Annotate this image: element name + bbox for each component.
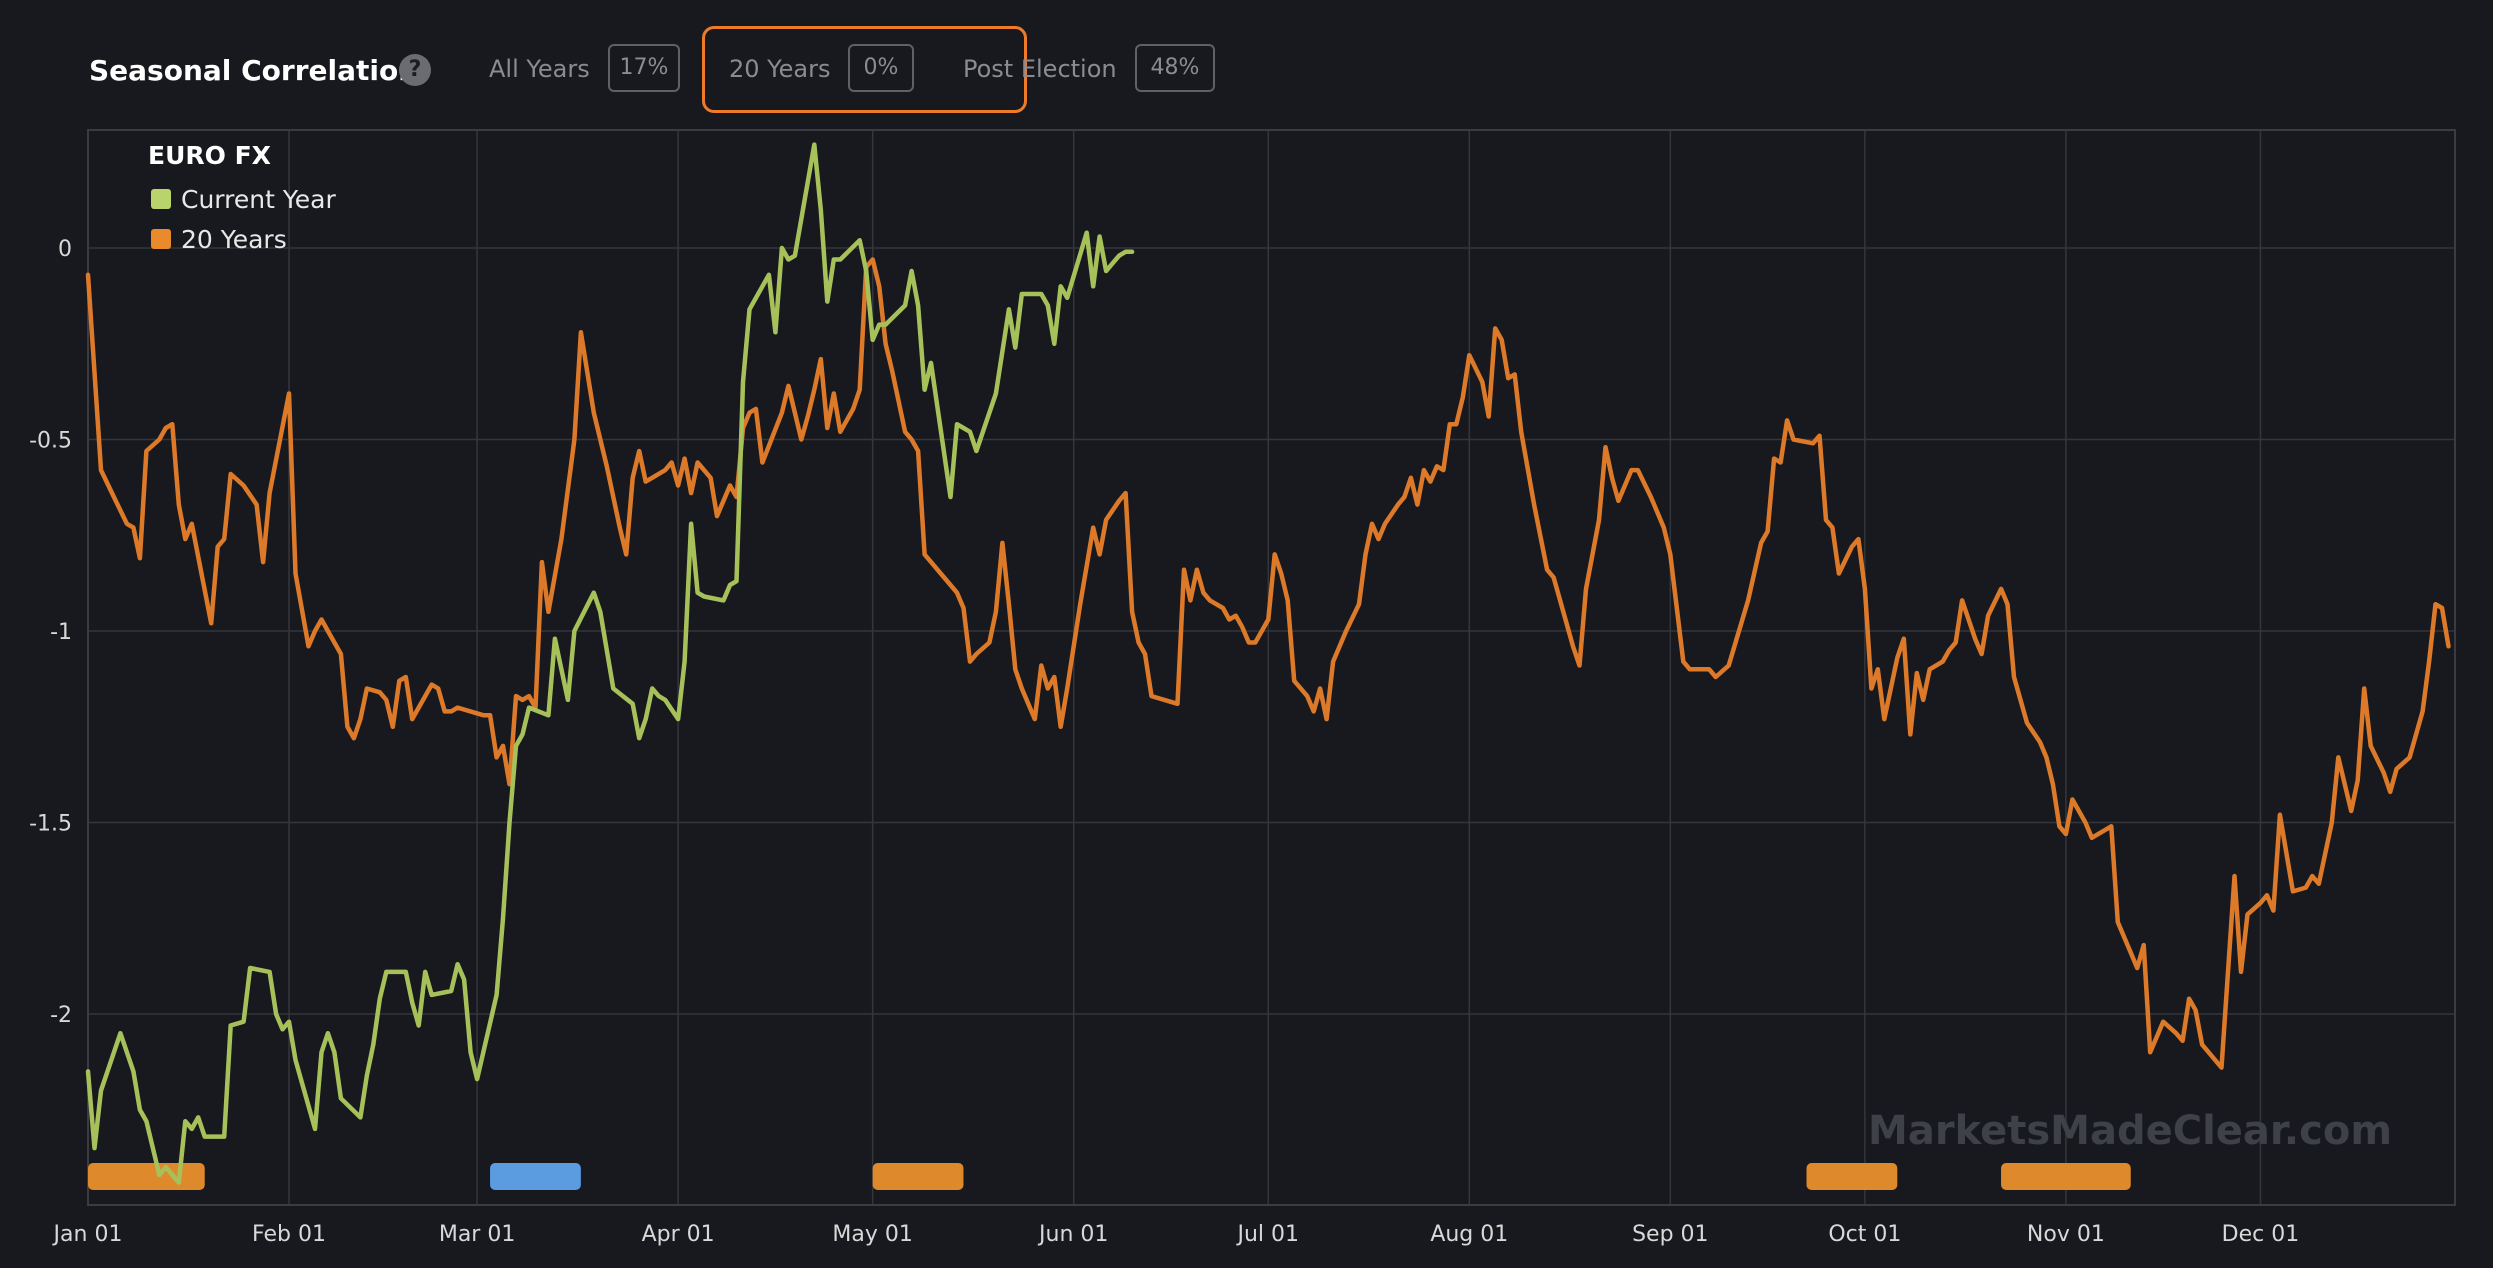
x-tick-label: Oct 01 [1828,1222,1901,1247]
seasonal-band [1806,1163,1898,1190]
y-tick-label: -1.5 [29,812,72,837]
series-line-20-years [85,257,2451,1070]
seasonal-band [88,1163,205,1190]
y-tick-label: -2 [50,1003,72,1028]
seasonal-band [2001,1163,2131,1190]
x-tick-label: Sep 01 [1632,1222,1708,1247]
x-tick-label: Jul 01 [1235,1222,1299,1247]
y-tick-label: -0.5 [29,429,72,454]
legend-swatch [151,189,171,209]
grid-lines [87,130,2455,1205]
x-tick-label: Dec 01 [2222,1222,2300,1247]
x-axis: Jan 01 Feb 01 Mar 01 Apr 01 May 01 Jun 01 Jul … [52,1222,2300,1247]
help-icon[interactable]: ? [399,54,431,86]
x-tick-label: Aug 01 [1430,1222,1508,1247]
y-axis: 0 -0.5 -1 -1.5 -2 [29,237,72,1028]
x-tick-label: May 01 [832,1222,912,1247]
x-tick-label: Jan 01 [52,1222,123,1247]
y-tick-label: -1 [50,620,72,645]
option-post-election-badge[interactable]: 48% [1135,44,1215,92]
legend-item-label[interactable]: 20 Years [181,225,287,254]
chart-header: Seasonal Correlation ? All Years 17% 20 … [89,26,1389,113]
x-tick-label: Mar 01 [439,1222,516,1247]
x-tick-label: Apr 01 [642,1222,715,1247]
seasonal-band [490,1163,581,1190]
chart-title: Seasonal Correlation [89,54,419,87]
watermark: MarketsMadeClear.com [1868,1108,2392,1154]
legend-swatch [151,229,171,249]
x-tick-label: Jun 01 [1037,1222,1108,1247]
plot-frame [87,129,2456,1206]
series-line-current-year [85,142,1135,1185]
option-all-years-badge[interactable]: 17% [608,44,680,92]
x-tick-label: Feb 01 [252,1222,326,1247]
option-post-election-label[interactable]: Post Election [963,55,1117,83]
option-all-years-label[interactable]: All Years [489,55,590,83]
legend: EURO FX Current Year 20 Years [148,141,336,254]
x-tick-label: Nov 01 [2027,1222,2105,1247]
legend-item-label[interactable]: Current Year [181,185,336,214]
selected-option-highlight [702,26,1027,113]
y-tick-label: 0 [58,237,72,262]
option-20-years-label[interactable]: 20 Years [729,55,831,83]
seasonal-band [872,1163,964,1190]
legend-title: EURO FX [148,141,271,170]
option-20-years-badge[interactable]: 0% [848,44,914,92]
series-lines [85,142,2451,1185]
seasonal-bands [88,1163,2131,1190]
